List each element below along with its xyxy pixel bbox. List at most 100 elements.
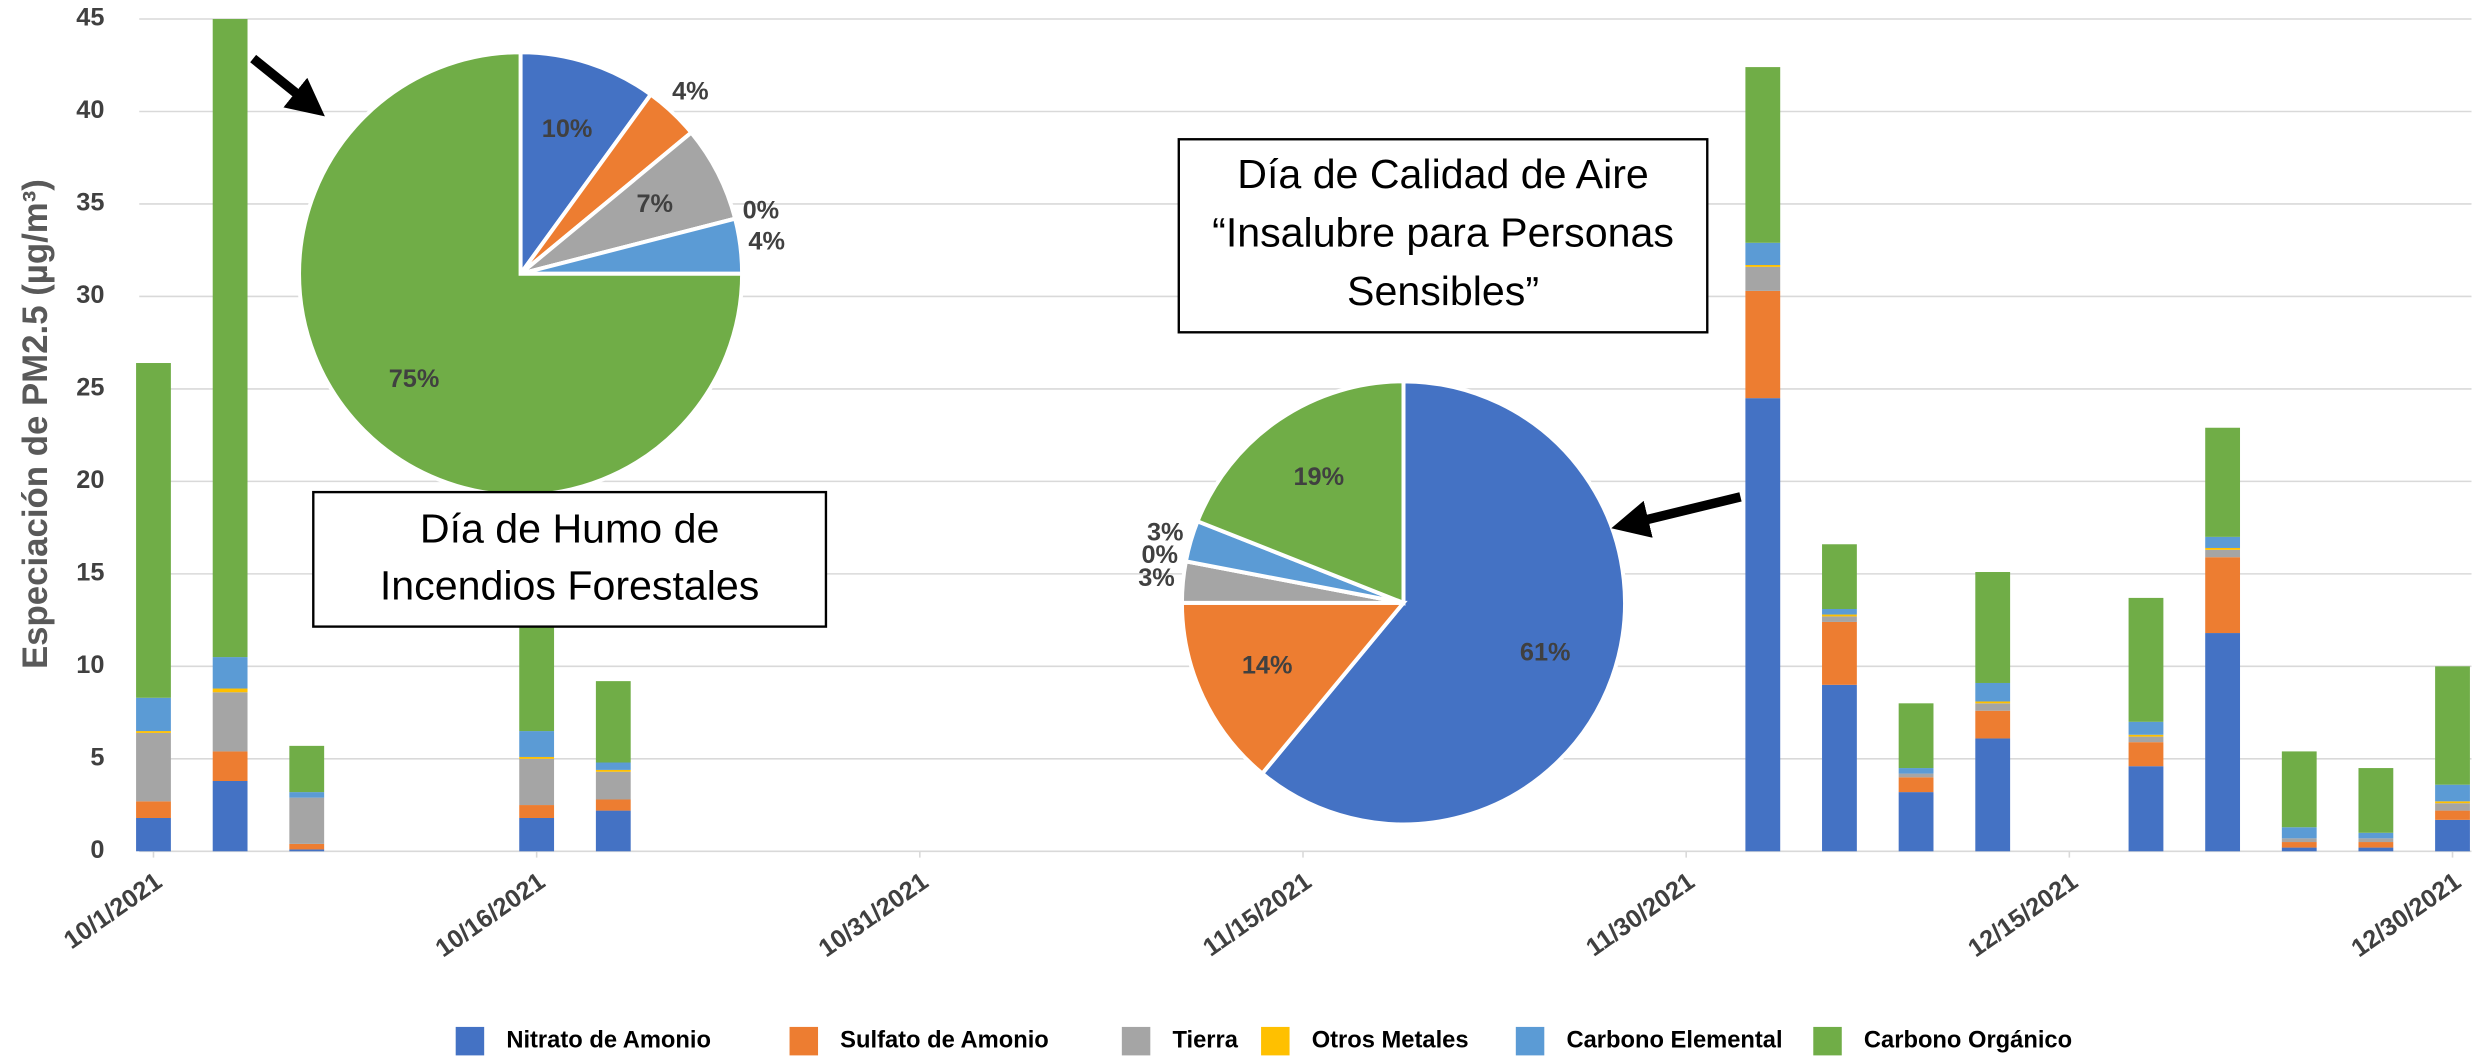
bar-segment xyxy=(289,745,325,793)
bar-segment xyxy=(212,751,248,782)
bar-segment xyxy=(289,843,325,850)
pie-label: 4% xyxy=(672,78,709,106)
bar-segment xyxy=(1745,398,1781,852)
bar-segment xyxy=(136,731,171,733)
pie-label: 0% xyxy=(1141,541,1178,569)
bar-segment xyxy=(595,762,631,770)
bar-segment xyxy=(2358,847,2394,852)
bar-segment xyxy=(1745,67,1781,243)
pie-label: 10% xyxy=(542,115,593,143)
bar-segment xyxy=(2205,549,2241,558)
annotation-text: Día de Calidad de Aire xyxy=(1237,151,1649,197)
bar-segment xyxy=(2128,721,2164,735)
bar-segment xyxy=(519,817,555,852)
bar-segment xyxy=(136,801,171,818)
pie-label: 4% xyxy=(748,227,785,255)
bar-segment xyxy=(2358,768,2394,833)
y-tick-label: 25 xyxy=(76,374,104,402)
y-tick-label: 20 xyxy=(76,466,104,494)
legend-label: Nitrato de Amonio xyxy=(506,1027,711,1053)
y-tick-label: 0 xyxy=(90,836,104,864)
x-tick-label: 10/1/2021 xyxy=(59,867,167,954)
bar-segment xyxy=(289,849,325,852)
bar-segment xyxy=(2435,666,2470,785)
bar-segment xyxy=(595,769,631,772)
y-tick-label: 5 xyxy=(90,743,104,771)
pie-label: 75% xyxy=(389,365,440,393)
bar-segment xyxy=(136,817,171,852)
bar-segment xyxy=(2281,847,2317,852)
bar-segment xyxy=(1898,768,1934,774)
annotation-text: Sensibles” xyxy=(1347,268,1539,314)
bar-segment xyxy=(2358,842,2394,848)
legend-marker xyxy=(1261,1026,1290,1056)
bar-segment xyxy=(1975,682,2011,702)
pie-slice xyxy=(518,50,654,280)
x-tick-label: 11/15/2021 xyxy=(1198,867,1317,962)
bar-segment xyxy=(2435,819,2470,852)
legend-label: Carbono Elemental xyxy=(1566,1027,1782,1053)
annotation-text: “Insalubre para Personas xyxy=(1212,210,1674,256)
bar-segment xyxy=(1822,616,1857,622)
bar-segment xyxy=(1745,242,1781,265)
pie-label: 3% xyxy=(1147,518,1184,546)
pie-label: 19% xyxy=(1293,463,1344,491)
bar-segment xyxy=(2435,801,2470,804)
x-tick-label: 10/31/2021 xyxy=(814,867,934,963)
bar-segment xyxy=(519,756,555,759)
arrow xyxy=(1611,492,1742,538)
bar-segment xyxy=(2205,427,2241,537)
bar-segment xyxy=(2128,766,2164,852)
bar-segment xyxy=(1898,792,1934,852)
bar-segment xyxy=(1822,608,1857,615)
legend-marker xyxy=(1515,1026,1545,1056)
legend-label: Tierra xyxy=(1172,1027,1238,1053)
bar-segment xyxy=(2435,810,2470,820)
bar-segment xyxy=(2128,736,2164,743)
pie-label: 61% xyxy=(1520,639,1571,667)
annotation-box xyxy=(1177,138,1709,334)
bar-segment xyxy=(2281,838,2317,843)
bar-segment xyxy=(1975,701,2011,704)
bar-segment xyxy=(2128,742,2164,767)
bar-segment xyxy=(2281,842,2317,848)
bar-segment xyxy=(595,681,631,763)
bar-segment xyxy=(1898,773,1934,778)
bar-segment xyxy=(595,771,631,800)
bar-segment xyxy=(136,697,171,732)
bar-segment xyxy=(1898,703,1934,769)
bar-segment xyxy=(2281,827,2317,839)
x-tick-label: 11/30/2021 xyxy=(1581,867,1700,962)
legend-marker xyxy=(455,1026,485,1056)
bar-segment xyxy=(595,799,631,811)
pie-label: 3% xyxy=(1138,564,1175,592)
bar-segment xyxy=(212,781,248,852)
bar-segment xyxy=(1975,710,2011,739)
bar-segment xyxy=(289,792,325,798)
legend-label: Carbono Orgánico xyxy=(1864,1027,2072,1053)
y-tick-label: 15 xyxy=(76,559,104,587)
bar-segment xyxy=(1975,572,2011,683)
legend-marker xyxy=(1813,1026,1842,1056)
bar-segment xyxy=(2128,597,2164,722)
bar-segment xyxy=(289,797,325,844)
y-tick-label: 10 xyxy=(76,651,104,679)
x-tick-label: 12/30/2021 xyxy=(2346,867,2466,963)
bar-segment xyxy=(1822,614,1857,617)
bar-segment xyxy=(2205,536,2241,548)
bar-segment xyxy=(136,732,171,802)
x-tick-label: 12/15/2021 xyxy=(1963,867,2083,963)
bar-segment xyxy=(2435,803,2470,811)
pie-slice xyxy=(297,50,745,498)
bar-segment xyxy=(1745,264,1781,267)
bar-segment xyxy=(212,692,248,752)
x-tick-label: 10/16/2021 xyxy=(430,867,550,963)
pie-slice xyxy=(1259,379,1627,827)
y-tick-label: 40 xyxy=(76,96,104,124)
pie-label: 14% xyxy=(1242,652,1293,680)
bar-segment xyxy=(212,688,248,693)
bar-segment xyxy=(519,758,555,806)
annotation-text: Día de Humo de xyxy=(420,506,719,552)
y-tick-label: 35 xyxy=(76,189,104,217)
